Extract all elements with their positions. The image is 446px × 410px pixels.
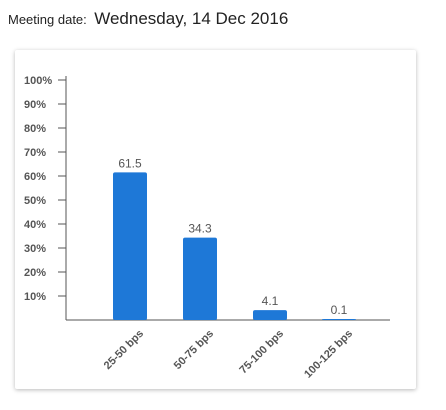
chart-card bbox=[15, 50, 416, 389]
y-tick-label: 60% bbox=[24, 171, 46, 183]
x-tick-label: 100-125 bps bbox=[302, 328, 355, 381]
y-tick-label: 10% bbox=[24, 291, 46, 303]
y-tick-label: 70% bbox=[24, 147, 46, 159]
x-tick-label: 75-100 bps bbox=[237, 328, 286, 377]
bar-value-label: 4.1 bbox=[262, 294, 279, 308]
y-tick-label: 90% bbox=[24, 99, 46, 111]
y-tick-label: 30% bbox=[24, 243, 46, 255]
meeting-date: Meeting date: Wednesday, 14 Dec 2016 bbox=[8, 9, 288, 29]
bar bbox=[253, 310, 287, 320]
bar bbox=[322, 319, 356, 320]
x-tick-label: 25-50 bps bbox=[102, 328, 146, 372]
y-tick-label: 40% bbox=[24, 219, 46, 231]
bar bbox=[113, 172, 147, 320]
bar-value-label: 61.5 bbox=[118, 156, 142, 170]
y-tick-label: 20% bbox=[24, 267, 46, 279]
y-tick-label: 100% bbox=[24, 75, 52, 87]
bar bbox=[183, 237, 217, 320]
bar-value-label: 34.3 bbox=[188, 222, 212, 236]
meeting-date-label: Meeting date: bbox=[8, 12, 87, 27]
y-tick-label: 50% bbox=[24, 195, 46, 207]
bar-value-label: 0.1 bbox=[331, 303, 348, 317]
y-tick-label: 80% bbox=[24, 123, 46, 135]
meeting-date-value: Wednesday, 14 Dec 2016 bbox=[94, 9, 289, 28]
x-tick-label: 50-75 bps bbox=[172, 328, 216, 372]
